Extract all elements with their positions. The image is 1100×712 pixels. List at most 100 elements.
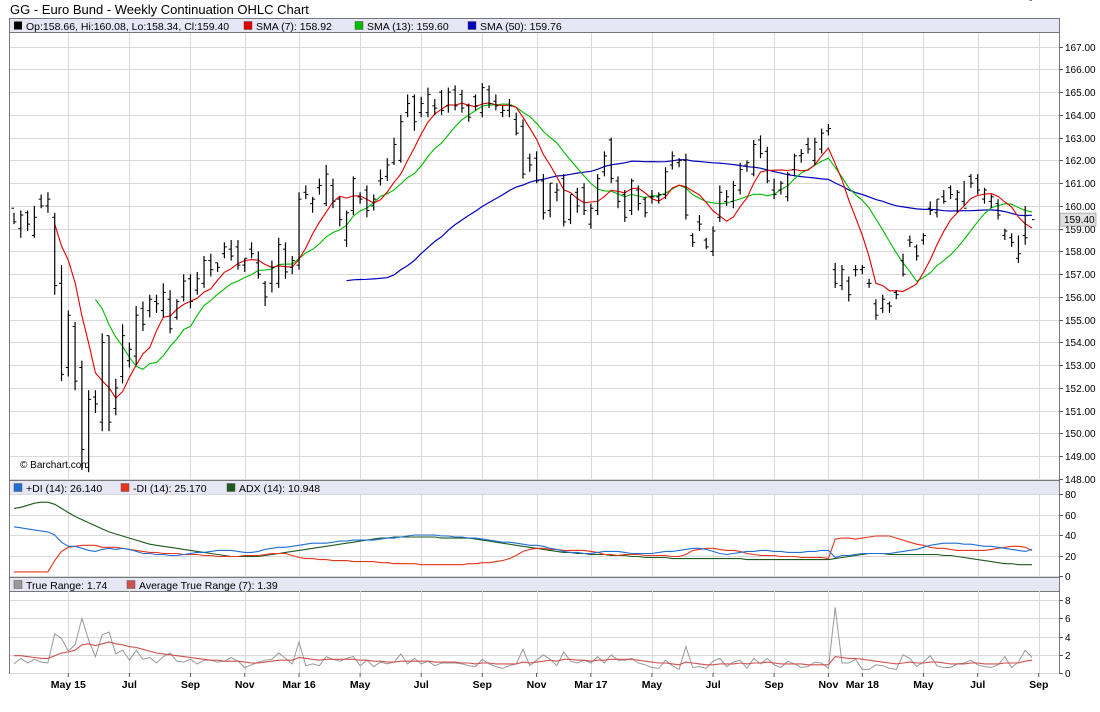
ohlc-bar (737, 162, 743, 195)
atr-series (14, 641, 1033, 666)
ohlc-bar (296, 192, 302, 270)
adx-legend-swatch (226, 483, 236, 492)
sma7-series (54, 102, 1033, 399)
ohlc-bar (696, 215, 702, 231)
sma7-line (54, 102, 1033, 399)
ohlc-bar (160, 283, 166, 318)
ohlc-bar (59, 265, 65, 382)
ohlc-bar (316, 178, 322, 195)
di-tick-label: 80 (1065, 490, 1077, 501)
ohlc-bar (506, 98, 512, 118)
ohlc-bar (154, 294, 160, 313)
ohlc-bar (527, 153, 533, 172)
price-tick-label: 163.00 (1065, 134, 1096, 145)
ohlc-bar (520, 119, 526, 179)
ohlc-bar (357, 192, 363, 204)
ohlc-bar (337, 196, 343, 227)
minus-di-legend: -DI (14): 25.170 (133, 483, 207, 495)
price-legend-bar (9, 18, 1060, 33)
ohlc-bar (479, 83, 485, 118)
ohlc-bar (988, 194, 994, 209)
ohlc-bar (344, 210, 350, 247)
sma7-legend-swatch (243, 21, 253, 30)
ohlc-bar (411, 94, 417, 131)
sma13-legend: SMA (13): 159.60 (367, 21, 449, 33)
price-tick-label: 152.00 (1065, 384, 1096, 395)
ohlc-bar (561, 174, 567, 227)
ohlc-bar (608, 137, 614, 184)
ohlc-bar (466, 103, 472, 122)
ohlc-bar (1015, 235, 1021, 263)
last-price-label: 159.40 (1064, 215, 1095, 226)
ohlc-bar (819, 128, 825, 154)
ohlc-bar (859, 265, 865, 275)
ohlc-bar (405, 94, 411, 118)
ohlc-bar (798, 149, 804, 163)
ohlc-bar (690, 233, 696, 247)
ohlc-bar (72, 321, 78, 391)
ohlc-bar (493, 94, 499, 111)
price-tick-label: 159.00 (1065, 225, 1096, 236)
ohlc-bar (554, 183, 560, 202)
ohlc-bar (174, 299, 180, 320)
ohlc-bar (785, 171, 791, 202)
ohlc-bar (194, 271, 200, 295)
x-tick-label: Sep (181, 679, 200, 691)
ohlc-bar (805, 137, 811, 154)
ohlc-bar (439, 89, 445, 115)
x-tick-label: Jul (705, 679, 720, 691)
ohlc-bar (574, 187, 580, 213)
x-axis: May 15 Jul Sep Nov Mar 16 May Jul Sep Nov Mar 17 M… (51, 673, 1048, 691)
ohlc-bar (954, 190, 960, 213)
x-tick-label: Jul (122, 679, 137, 691)
ohlc-bar (920, 233, 926, 245)
x-tick-label: Mar 18 (846, 679, 879, 691)
ohlc-bar (425, 87, 431, 118)
ohlc-bar (656, 192, 662, 204)
minus-di-legend-swatch (120, 483, 130, 492)
price-tick-label: 150.00 (1065, 429, 1096, 440)
ohlc-bar (371, 194, 377, 211)
ohlc-bar (235, 240, 241, 270)
ohlc-bar (249, 242, 255, 259)
price-tick-label: 151.00 (1065, 407, 1096, 418)
ohlc-bar (941, 190, 947, 204)
ohlc-bar (595, 174, 601, 216)
ohlc-bar (147, 294, 153, 318)
ohlc-bar (669, 151, 675, 170)
ohlc-bar (303, 185, 309, 200)
x-tick-label: Sep (473, 679, 492, 691)
tr-legend-swatch (13, 580, 23, 589)
ohlc-bar (676, 158, 682, 168)
ohlc-bar (384, 158, 390, 181)
x-tick-label: May 15 (51, 679, 86, 691)
ohlc-bar (486, 85, 492, 109)
tr-tick-label: 0 (1065, 669, 1071, 680)
ohlc-bar (65, 310, 71, 377)
ohlc-bar (289, 256, 295, 275)
ohlc-bar (133, 306, 139, 366)
ohlc-bar (629, 178, 635, 216)
ohlc-bar (418, 96, 424, 118)
di-panel (9, 480, 1060, 577)
ohlc-bar (11, 207, 17, 225)
ohlc-bar (961, 180, 967, 209)
ohlc-bar (764, 146, 770, 184)
atr-legend-swatch (126, 580, 136, 589)
ohlc-bar (540, 174, 546, 220)
ohlc-bar (893, 290, 899, 300)
ohlc-bar (825, 124, 831, 136)
x-tick-label: Mar 17 (574, 679, 607, 691)
tr-legend: True Range: 1.74 (26, 580, 107, 592)
ohlc-bar (126, 342, 132, 368)
ohlc-bar (601, 151, 607, 177)
ohlc-bar (663, 167, 669, 200)
x-tick-label: Nov (818, 679, 838, 691)
sma50-legend: SMA (50): 159.76 (480, 21, 562, 33)
ohlc-bar (228, 240, 234, 261)
ohlc-bar (25, 210, 31, 231)
ohlc-bar (52, 212, 58, 295)
ohlc-bar (208, 253, 214, 277)
